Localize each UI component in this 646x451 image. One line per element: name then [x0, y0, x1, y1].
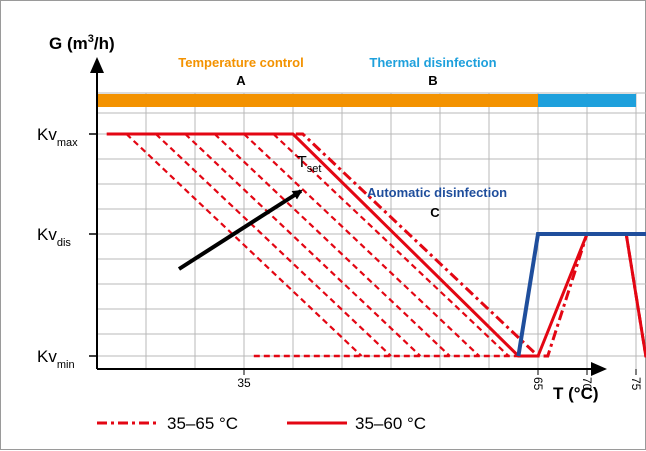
y-axis-arrow-icon	[90, 57, 104, 73]
band-letter: B	[428, 73, 437, 88]
tset-label: Tset	[297, 154, 321, 175]
x-axis-label: T (°C)	[553, 384, 599, 403]
y-level-label: Kvmin	[37, 347, 75, 371]
setpoint-curve	[213, 133, 451, 357]
band-title: Thermal disinfection	[369, 55, 496, 70]
series-line	[106, 132, 646, 358]
auto-disinfection-title: Automatic disinfection	[367, 185, 507, 200]
series-line	[106, 132, 646, 358]
y-axis-label: G (m3/h)	[49, 33, 115, 53]
setpoint-curve	[272, 133, 510, 357]
legend: 35–65 °C 35–60 °C	[97, 414, 426, 433]
y-level-label: Kvmax	[37, 125, 78, 149]
band-bar	[97, 94, 538, 107]
x-tick-labels: 356570758090	[237, 369, 643, 391]
setpoint-curve	[155, 133, 392, 357]
series-group	[106, 132, 646, 358]
x-tick-label: 35	[237, 376, 251, 390]
legend-label-solid: 35–60 °C	[355, 414, 426, 433]
setpoint-curve	[184, 133, 422, 357]
x-tick-label: 70	[580, 377, 594, 391]
setpoint-curve	[125, 133, 363, 357]
series-line	[516, 232, 646, 357]
x-axis-arrow-icon	[591, 362, 607, 376]
x-tick-label: 75	[629, 377, 643, 391]
band-letter: A	[236, 73, 246, 88]
auto-disinfection-letter: C	[430, 205, 440, 220]
y-level-labels: Kvmax Kvdis Kvmin	[37, 125, 97, 371]
x-tick-label: 65	[531, 377, 545, 391]
legend-label-dashdot: 35–65 °C	[167, 414, 238, 433]
band-title: Temperature control	[178, 55, 303, 70]
band-bar	[538, 94, 636, 107]
tset-arrow	[177, 189, 303, 271]
setpoint-curve-family	[125, 133, 538, 358]
setpoint-curve	[243, 133, 480, 357]
band-group: Temperature control A Thermal disinfection…	[97, 55, 636, 107]
y-level-label: Kvdis	[37, 225, 71, 249]
